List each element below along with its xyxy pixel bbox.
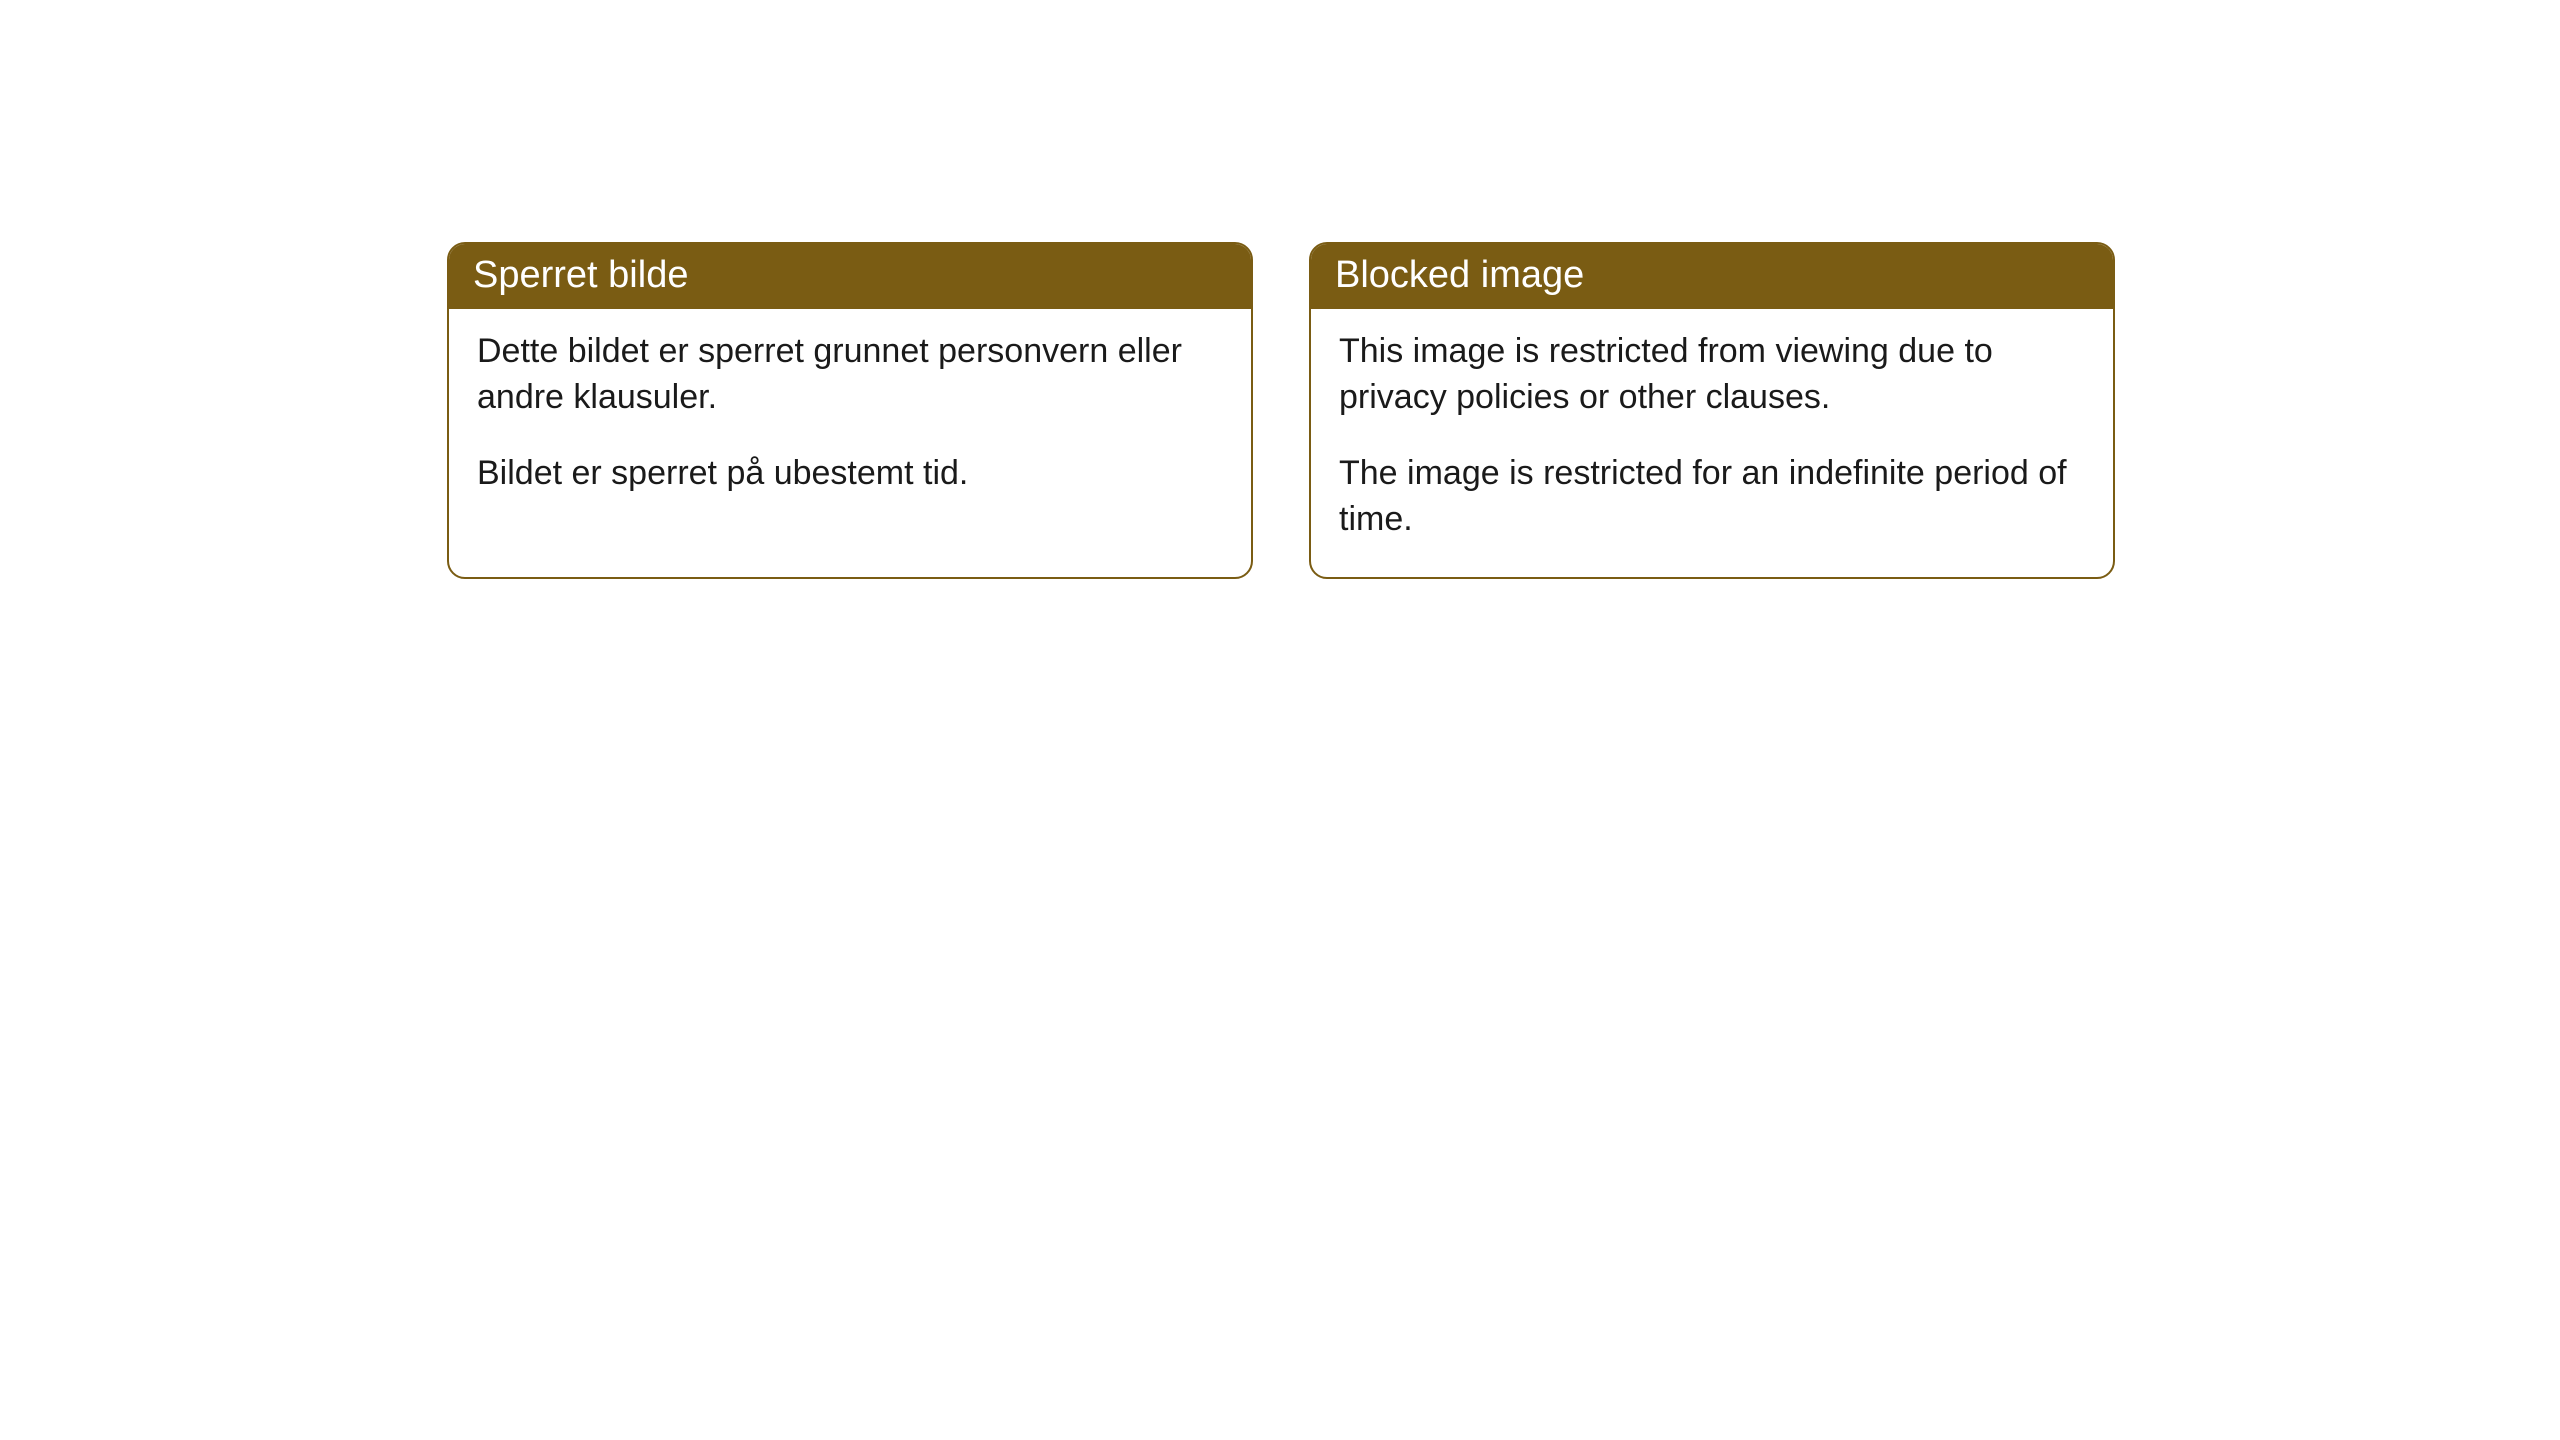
notice-card-body: This image is restricted from viewing du… — [1311, 309, 2113, 577]
notice-paragraph: Bildet er sperret på ubestemt tid. — [477, 451, 1223, 497]
notice-paragraph: This image is restricted from viewing du… — [1339, 329, 2085, 421]
notice-card-header: Sperret bilde — [449, 244, 1251, 309]
notice-card-english: Blocked image This image is restricted f… — [1309, 242, 2115, 579]
notice-card-header: Blocked image — [1311, 244, 2113, 309]
notice-paragraph: Dette bildet er sperret grunnet personve… — [477, 329, 1223, 421]
notice-card-norwegian: Sperret bilde Dette bildet er sperret gr… — [447, 242, 1253, 579]
notice-cards-container: Sperret bilde Dette bildet er sperret gr… — [447, 242, 2560, 579]
notice-paragraph: The image is restricted for an indefinit… — [1339, 451, 2085, 543]
notice-card-body: Dette bildet er sperret grunnet personve… — [449, 309, 1251, 531]
